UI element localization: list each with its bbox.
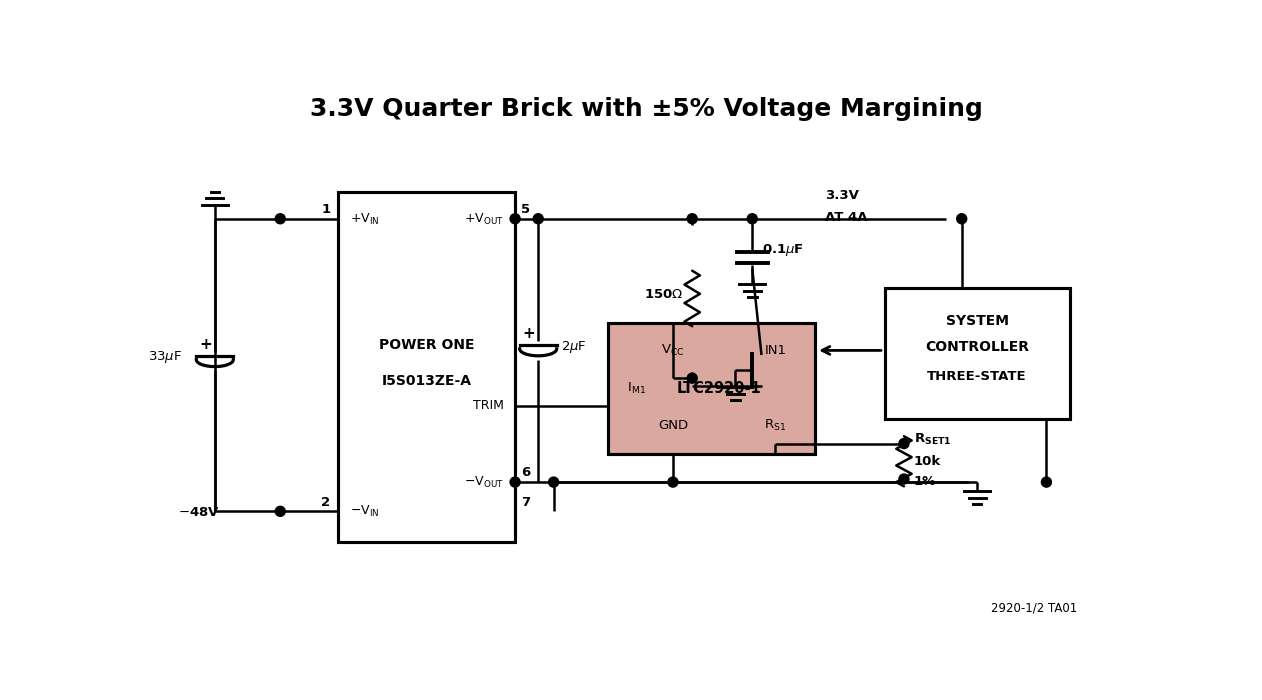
Circle shape — [688, 373, 697, 383]
Text: +: + — [522, 326, 535, 341]
Text: $-$48V: $-$48V — [178, 505, 220, 519]
Text: 5: 5 — [521, 203, 530, 216]
Circle shape — [899, 474, 909, 484]
Text: SYSTEM: SYSTEM — [945, 314, 1008, 328]
Text: 6: 6 — [521, 466, 530, 480]
Text: 150$\Omega$: 150$\Omega$ — [644, 288, 683, 301]
Text: POWER ONE: POWER ONE — [379, 338, 475, 352]
Circle shape — [549, 477, 559, 487]
Circle shape — [1041, 477, 1051, 487]
Circle shape — [688, 214, 697, 224]
Text: GND: GND — [658, 419, 688, 433]
Circle shape — [899, 439, 909, 449]
Text: 7: 7 — [521, 496, 530, 509]
Bar — [607, 323, 815, 454]
Circle shape — [747, 214, 757, 224]
Text: 1: 1 — [322, 203, 331, 216]
Circle shape — [534, 214, 543, 224]
Bar — [607, 323, 815, 454]
Text: IN1: IN1 — [765, 344, 786, 357]
Circle shape — [957, 214, 967, 224]
Text: 2920-1/2 TA01: 2920-1/2 TA01 — [991, 601, 1078, 614]
Text: I$_{\mathregular{M1}}$: I$_{\mathregular{M1}}$ — [627, 381, 646, 395]
Text: CONTROLLER: CONTROLLER — [925, 340, 1029, 354]
Text: 0.1$\mu$F: 0.1$\mu$F — [761, 241, 804, 258]
Text: I5S013ZE-A: I5S013ZE-A — [381, 374, 472, 388]
Text: V$_{\mathregular{CC}}$: V$_{\mathregular{CC}}$ — [661, 343, 685, 358]
Text: TRIM: TRIM — [473, 400, 504, 412]
Text: 33$\mu$F: 33$\mu$F — [149, 349, 183, 365]
Text: 3.3V Quarter Brick with ±5% Voltage Margining: 3.3V Quarter Brick with ±5% Voltage Marg… — [310, 97, 983, 120]
Bar — [885, 288, 1069, 419]
Text: +V$_{\mathregular{IN}}$: +V$_{\mathregular{IN}}$ — [350, 212, 379, 227]
Bar — [885, 288, 1069, 419]
Text: LTC2920-1: LTC2920-1 — [676, 381, 761, 395]
Text: $-$V$_{\mathregular{OUT}}$: $-$V$_{\mathregular{OUT}}$ — [464, 475, 504, 489]
Circle shape — [275, 506, 285, 517]
Text: +V$_{\mathregular{OUT}}$: +V$_{\mathregular{OUT}}$ — [464, 212, 504, 227]
Text: $-$V$_{\mathregular{IN}}$: $-$V$_{\mathregular{IN}}$ — [350, 504, 379, 519]
Text: THREE-STATE: THREE-STATE — [928, 370, 1027, 383]
Text: 2: 2 — [322, 496, 331, 509]
Text: 1%: 1% — [914, 475, 936, 488]
Text: 2$\mu$F: 2$\mu$F — [562, 339, 587, 355]
Circle shape — [275, 214, 285, 224]
Circle shape — [510, 214, 520, 224]
Text: 10k: 10k — [914, 455, 941, 468]
Circle shape — [510, 477, 520, 487]
Circle shape — [668, 477, 678, 487]
Text: AT 4A: AT 4A — [824, 211, 867, 224]
Bar — [338, 192, 515, 542]
Text: 3.3V: 3.3V — [824, 189, 858, 202]
Bar — [338, 192, 515, 542]
Text: R$_{\mathregular{S1}}$: R$_{\mathregular{S1}}$ — [765, 419, 786, 433]
Text: +: + — [199, 337, 212, 352]
Text: R$_{\mathregular{SET1}}$: R$_{\mathregular{SET1}}$ — [914, 432, 952, 447]
